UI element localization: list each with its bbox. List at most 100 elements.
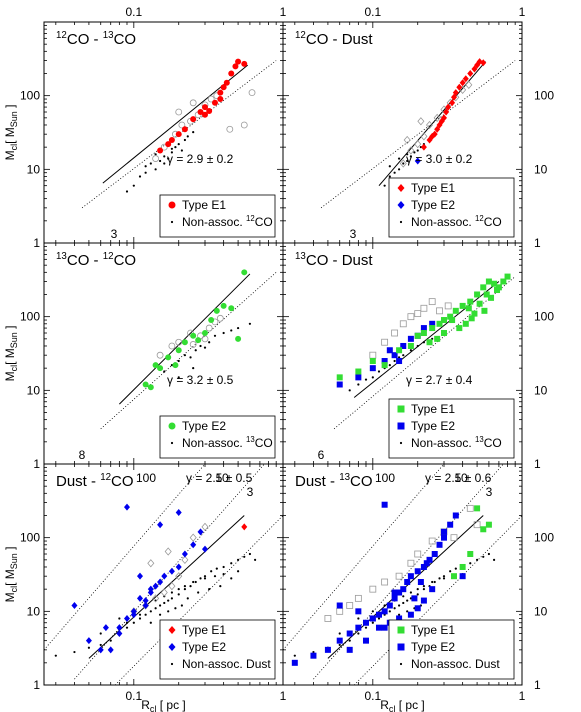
data-point — [485, 278, 492, 285]
label-part: Type E2 — [182, 640, 226, 654]
data-point — [386, 602, 393, 609]
data-point — [403, 135, 411, 145]
data-point — [434, 335, 441, 342]
data-point — [189, 99, 197, 107]
data-point — [163, 601, 166, 605]
legend-label: Non-assoc. 13CO — [411, 435, 502, 450]
data-point — [248, 322, 252, 325]
density-line — [114, 515, 283, 685]
density-label: 3 — [111, 227, 118, 241]
data-point — [450, 573, 457, 580]
data-point — [157, 147, 164, 154]
data-point — [190, 116, 197, 123]
legend-box — [388, 177, 515, 238]
data-point — [422, 585, 426, 588]
panel-title: 13CO - 12CO — [56, 251, 136, 269]
data-point — [423, 560, 430, 567]
x-tick-label-top: 1 — [519, 5, 526, 19]
y-label-part: cl — [9, 586, 19, 593]
x-tick-label: 1 — [519, 689, 526, 703]
data-point — [228, 305, 235, 312]
density-label: 3 — [486, 485, 493, 499]
data-point — [222, 573, 225, 576]
data-point — [436, 541, 443, 548]
data-point — [375, 611, 382, 618]
data-point — [194, 349, 197, 352]
label-part: Non-assoc. Dust — [411, 657, 500, 671]
legend-marker — [168, 643, 176, 651]
data-point — [431, 130, 438, 138]
data-point — [409, 155, 412, 158]
y-label-part: M — [3, 150, 17, 160]
data-point — [383, 184, 386, 187]
legend-marker — [397, 184, 405, 192]
data-point — [469, 562, 472, 565]
data-point — [157, 578, 164, 586]
label-part: Non-assoc. — [182, 436, 246, 450]
data-point — [336, 637, 343, 644]
data-point — [436, 320, 443, 327]
data-point — [449, 99, 456, 107]
y-label-part: M — [3, 592, 17, 602]
data-point — [447, 521, 454, 528]
legend: Type E1 Type E2 Non-assoc. 12CO — [388, 177, 515, 238]
y-tick-label: 10 — [27, 604, 41, 618]
legend-marker — [397, 405, 405, 413]
panel-frame — [282, 463, 523, 686]
y-tick-label: 100 — [534, 89, 554, 103]
data-point — [87, 646, 91, 649]
data-point — [429, 586, 436, 593]
data-point — [201, 545, 208, 553]
label-part: Type E1 — [182, 198, 226, 212]
data-point — [132, 621, 135, 624]
data-point — [183, 354, 187, 357]
x-axis-label: Rcl [ pc ] — [380, 698, 425, 712]
data-point — [420, 304, 428, 312]
data-point — [402, 595, 405, 598]
data-point — [54, 654, 57, 657]
data-point — [149, 610, 152, 613]
data-point — [346, 602, 354, 609]
data-point — [369, 351, 377, 359]
data-point — [175, 338, 183, 346]
data-point — [416, 149, 419, 152]
data-point — [158, 604, 162, 607]
data-point — [99, 632, 102, 635]
data-point — [181, 126, 188, 133]
data-point — [422, 588, 426, 591]
label-part: Dust - — [295, 473, 339, 490]
data-point — [152, 155, 160, 162]
data-point — [420, 597, 427, 604]
data-point — [136, 594, 143, 602]
superscript: 13 — [295, 251, 306, 262]
plot-area — [81, 58, 277, 209]
superscript: 12 — [295, 30, 306, 41]
data-point — [144, 171, 147, 174]
data-point — [438, 117, 445, 125]
fit-line — [353, 281, 500, 398]
data-point — [203, 346, 207, 349]
data-point — [213, 307, 220, 314]
data-point — [381, 501, 388, 508]
data-point — [414, 550, 422, 558]
y-tick-label: 1 — [33, 236, 40, 250]
legend-label: Type E1 — [182, 623, 226, 637]
data-point — [170, 147, 173, 150]
data-point — [324, 646, 331, 653]
data-point — [189, 585, 192, 588]
data-point — [248, 552, 252, 556]
data-point — [386, 347, 393, 354]
legend-marker — [397, 643, 405, 651]
data-point — [362, 637, 369, 644]
legend: Type E1 Type E2 Non-assoc. Dust — [388, 619, 515, 680]
data-point — [381, 358, 388, 365]
data-point — [170, 591, 173, 594]
data-point — [123, 614, 130, 622]
x-tick-label: 0.1 — [125, 689, 142, 703]
data-point — [175, 347, 182, 354]
data-point — [383, 604, 386, 607]
data-point — [433, 580, 436, 584]
data-point — [215, 567, 218, 570]
